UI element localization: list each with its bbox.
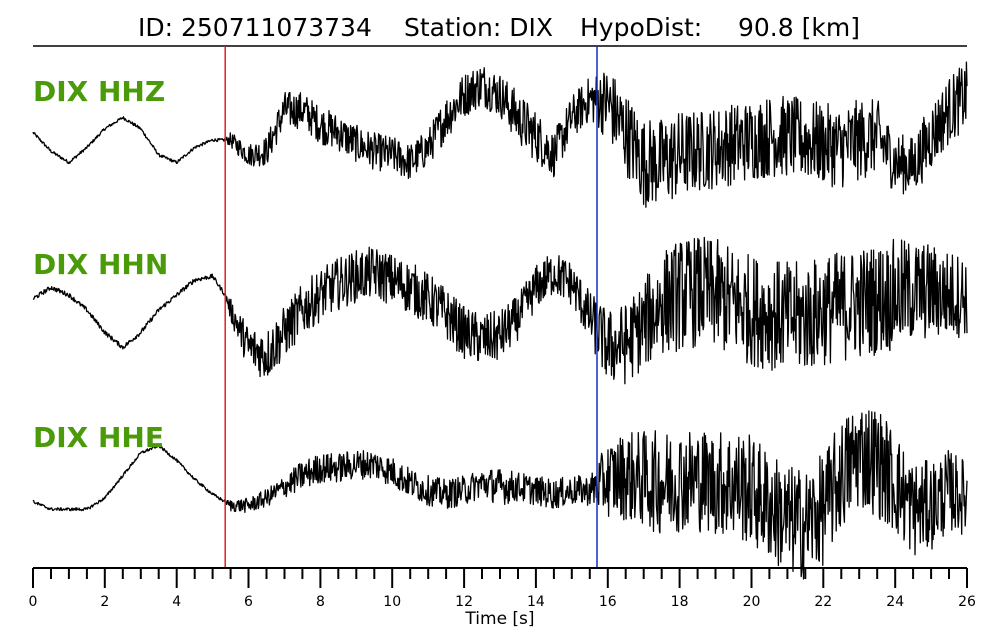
trace-area xyxy=(32,61,968,580)
x-tick-label: 0 xyxy=(29,594,38,610)
x-tick-label: 26 xyxy=(958,594,976,610)
hypo-distance-value: 90.8 [km] xyxy=(738,13,860,42)
trace-dix-hhn xyxy=(32,236,968,385)
x-tick-label: 6 xyxy=(244,594,253,610)
channel-label-hhz: DIX HHZ xyxy=(33,75,165,108)
x-tick-label: 22 xyxy=(814,594,832,610)
x-tick-label: 10 xyxy=(383,594,401,610)
channel-label-hhe: DIX HHE xyxy=(33,421,164,454)
x-tick-label: 8 xyxy=(316,594,325,610)
time-axis: 0 2 4 6 8 10 12 14 16 18 20 22 24 26 xyxy=(29,567,976,610)
hypo-distance-label: HypoDist: xyxy=(580,13,702,42)
trace-dix-hhe xyxy=(32,410,968,580)
x-tick-label: 14 xyxy=(527,594,545,610)
channel-label-hhn: DIX HHN xyxy=(33,248,168,281)
x-tick-label: 4 xyxy=(172,594,181,610)
trace-dix-hhz xyxy=(32,61,968,208)
phase-picks xyxy=(224,46,598,568)
event-id-label: ID: 250711073734 xyxy=(138,13,372,42)
x-axis-label: Time [s] xyxy=(464,609,534,629)
station-label: Station: DIX xyxy=(404,13,553,42)
x-tick-label: 2 xyxy=(100,594,109,610)
header: ID: 250711073734 Station: DIX HypoDist: … xyxy=(33,13,967,47)
x-tick-label: 20 xyxy=(743,594,761,610)
channel-labels: DIX HHZ DIX HHN DIX HHE xyxy=(33,75,168,454)
x-tick-label: 12 xyxy=(455,594,473,610)
x-tick-label: 16 xyxy=(599,594,617,610)
x-tick-label: 18 xyxy=(671,594,689,610)
x-tick-label: 24 xyxy=(886,594,904,610)
